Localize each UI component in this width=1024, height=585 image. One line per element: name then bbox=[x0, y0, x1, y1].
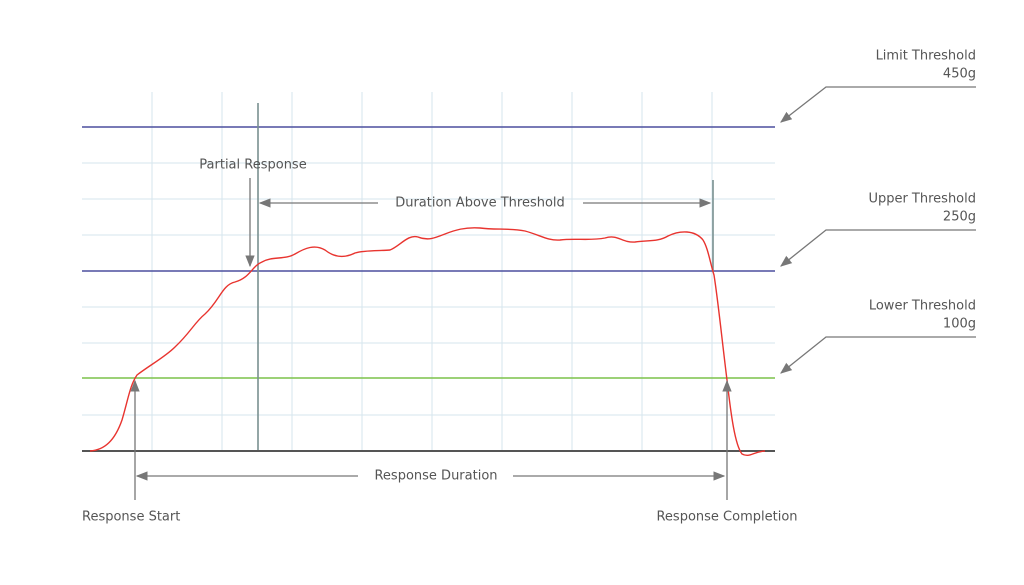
duration-above-label: Duration Above Threshold bbox=[395, 196, 565, 211]
threshold-value: 450g bbox=[943, 67, 976, 82]
callouts bbox=[780, 86, 976, 374]
threshold-label: Limit Threshold bbox=[876, 49, 976, 64]
response-start-label: Response Start bbox=[82, 510, 180, 525]
threshold-value: 250g bbox=[943, 210, 976, 225]
response-curve bbox=[89, 227, 766, 457]
threshold-value: 100g bbox=[943, 317, 976, 332]
response-completion-label: Response Completion bbox=[656, 510, 797, 525]
partial-response-label: Partial Response bbox=[199, 158, 306, 173]
threshold-label: Upper Threshold bbox=[868, 192, 976, 207]
threshold-label: Lower Threshold bbox=[869, 299, 976, 314]
response-duration-label: Response Duration bbox=[374, 469, 497, 484]
